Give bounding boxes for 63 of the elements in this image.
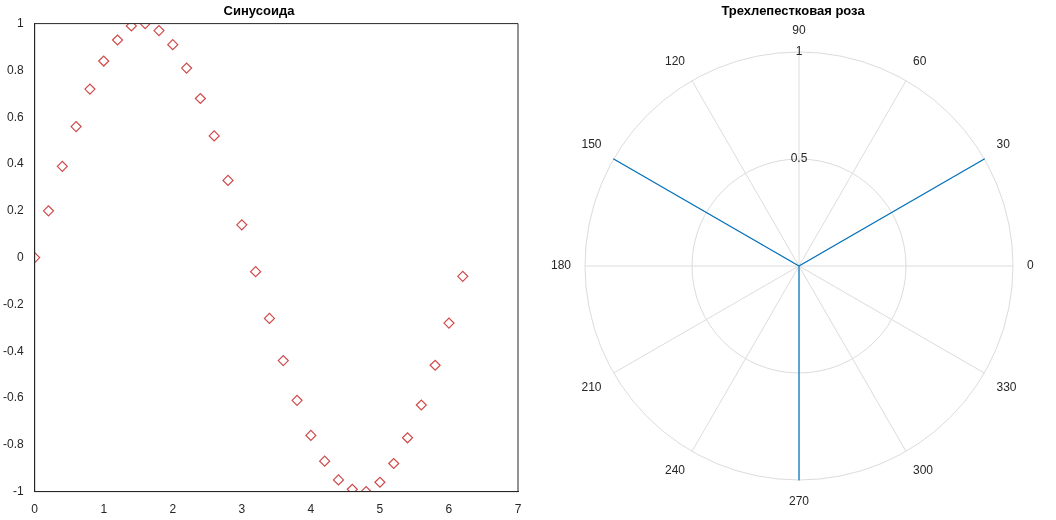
point: [291, 394, 303, 406]
point: [429, 359, 441, 371]
point: [236, 219, 248, 231]
y-tick-label: 0.5: [790, 151, 808, 166]
x-tick-label: 0: [31, 502, 39, 517]
y-tick-label: -0.6: [2, 390, 24, 405]
point: [443, 317, 455, 329]
point: [194, 92, 206, 105]
spoke-label: 240: [664, 462, 686, 477]
point: [70, 120, 82, 133]
point: [305, 429, 317, 442]
point: [346, 483, 358, 492]
spoke-label: 300: [913, 462, 934, 477]
point: [56, 160, 68, 172]
spoke-label: 0: [1027, 258, 1034, 273]
chart-title: Синусоида: [223, 3, 296, 19]
point: [167, 39, 179, 51]
point: [125, 23, 137, 32]
y-tick-label: -0.8: [2, 437, 24, 452]
point: [42, 205, 55, 217]
point: [111, 34, 124, 46]
y-tick-label: 1: [16, 15, 24, 30]
x-tick-label: 3: [238, 502, 246, 517]
point: [374, 476, 386, 488]
spoke-label: 150: [581, 137, 602, 152]
x-tick-label: 1: [100, 502, 108, 517]
point: [457, 270, 469, 282]
spoke-label: 270: [788, 493, 810, 508]
spoke-label: 330: [996, 379, 1017, 394]
spoke-label: 60: [913, 53, 927, 68]
point: [98, 55, 110, 67]
point: [208, 130, 220, 142]
point: [388, 457, 400, 470]
point: [84, 83, 96, 95]
point: [319, 455, 331, 467]
x-tick-label: 6: [445, 502, 453, 517]
point: [180, 62, 193, 74]
point: [153, 25, 165, 37]
y-tick-label: 0.6: [6, 109, 24, 124]
spoke-label: 30: [996, 137, 1011, 152]
point: [332, 474, 345, 486]
point: [277, 354, 289, 367]
y-tick-label: 0: [16, 249, 24, 264]
point: [401, 432, 414, 444]
point: [250, 266, 262, 278]
y-tick-label: -0.2: [2, 296, 24, 311]
spoke-label: 210: [581, 379, 602, 394]
spoke-label: 120: [664, 53, 686, 68]
y-tick-label: 0.8: [6, 62, 24, 77]
y-tick-label: 0.4: [6, 156, 24, 171]
x-tick-label: 4: [307, 502, 315, 517]
x-tick-label: 5: [376, 502, 384, 517]
y-tick-label: -1: [13, 483, 24, 498]
x-tick-label: 2: [169, 502, 177, 517]
spoke-label: 180: [550, 258, 572, 273]
y-tick-label: -0.4: [2, 343, 24, 358]
point: [222, 174, 234, 186]
point: [263, 312, 276, 325]
point: [415, 399, 427, 411]
spoke-label: 90: [792, 23, 806, 38]
y-tick-label: 0.2: [6, 203, 24, 218]
x-tick-label: 7: [514, 502, 522, 517]
chart-title: Трехлепестковая роза: [721, 3, 866, 19]
